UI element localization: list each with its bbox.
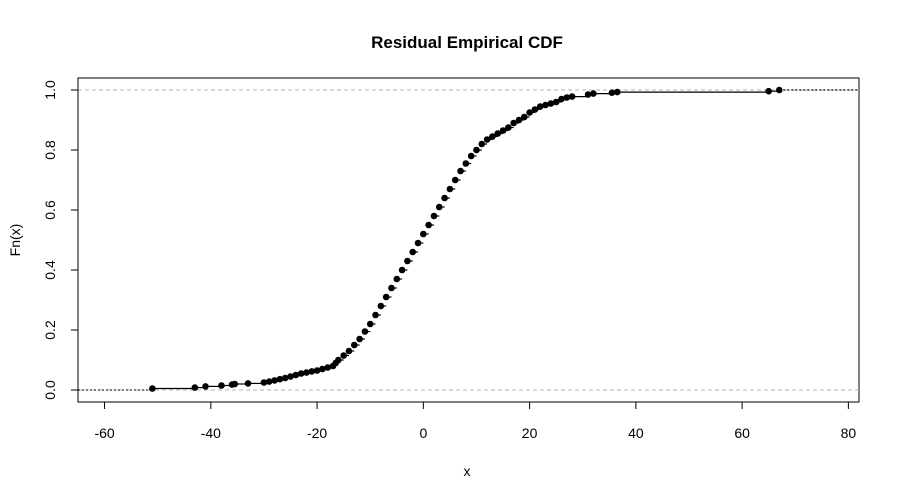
ecdf-point [430,212,438,220]
ecdf-point [244,380,252,387]
ecdf-point [451,176,459,184]
ecdf-point [542,101,549,109]
ecdf-point [191,384,199,391]
y-tick-label: 0.6 [42,200,58,220]
ecdf-point [483,136,491,143]
ecdf-point [584,91,592,98]
ecdf-point [382,293,390,301]
ecdf-point [345,347,353,355]
ecdf-point [361,328,369,335]
ecdf-point [473,146,480,154]
ecdf-point [414,239,422,247]
y-axis-label: Fn(x) [7,224,23,257]
ecdf-point [404,257,411,265]
ecdf-point [260,379,268,386]
ecdf-point [499,127,507,134]
ecdf-point [292,371,300,379]
y-tick-label: 0.0 [42,380,58,400]
ecdf-point [303,369,310,376]
ecdf-point [420,230,427,238]
ecdf-point [552,98,560,106]
ecdf-point [313,367,321,374]
ecdf-points [149,86,783,392]
ecdf-point [494,130,502,137]
ecdf-point [202,383,209,390]
ecdf-point [590,90,597,97]
ecdf-point [149,385,156,392]
ecdf-point [281,374,289,382]
ecdf-point [568,93,576,100]
x-tick-label: 0 [419,425,427,441]
x-axis: -60 -40 -20 0 20 40 60 80 [94,401,857,441]
ecdf-point [231,380,239,388]
x-tick-label: 20 [522,425,538,441]
ecdf-point [510,119,517,127]
ecdf-point [265,378,273,385]
ecdf-point [467,152,475,160]
x-tick-label: 60 [734,425,750,441]
ecdf-point [372,311,379,319]
ecdf-point [457,167,464,175]
ecdf-point [409,248,417,256]
ecdf-point [478,140,486,148]
ecdf-point [531,106,539,113]
ecdf-point [547,100,555,107]
ecdf-point [350,341,358,349]
x-tick-label: 80 [841,425,857,441]
ecdf-point [435,203,443,211]
x-tick-label: 40 [628,425,644,441]
ecdf-point [398,266,406,274]
ecdf-step-line [78,89,859,391]
ecdf-point [489,133,496,140]
ecdf-point [319,365,326,373]
y-axis: 0.0 0.2 0.4 0.6 0.8 1.0 [42,80,79,400]
chart-title: Residual Empirical CDF [371,33,563,52]
ecdf-point [515,116,523,124]
ecdf-point [765,87,772,95]
ecdf-point [308,368,316,375]
ecdf-point [388,284,395,292]
x-tick-label: -40 [201,425,221,441]
ecdf-point [526,109,533,116]
ecdf-point [776,86,783,94]
y-tick-label: 0.2 [42,320,58,340]
ecdf-point [536,103,544,110]
ecdf-point [377,302,385,310]
ecdf-point [520,113,528,121]
reference-lines [78,89,859,391]
y-tick-label: 0.8 [42,140,58,160]
ecdf-point [505,124,512,131]
y-tick-label: 1.0 [42,80,58,100]
ecdf-point [613,88,621,96]
ecdf-point [287,373,294,380]
ecdf-point [340,352,347,359]
plot-frame [77,77,860,403]
ecdf-point [276,375,284,383]
ecdf-point [563,94,571,101]
ecdf-point [324,364,332,371]
x-axis-label: x [464,463,471,479]
ecdf-point [393,275,401,283]
ecdf-point [446,185,454,193]
ecdf-point [356,335,363,343]
ecdf-point [608,89,616,96]
ecdf-point [218,382,225,389]
ecdf-point [366,320,374,328]
ecdf-point [335,356,342,364]
ecdf-point [558,95,565,103]
y-tick-label: 0.4 [42,260,58,280]
ecdf-point [441,194,448,202]
ecdf-point [297,370,305,377]
x-tick-label: -60 [94,425,114,441]
x-tick-label: -20 [307,425,327,441]
ecdf-point [271,377,278,384]
ecdf-point [425,221,432,229]
ecdf-point [462,160,470,167]
